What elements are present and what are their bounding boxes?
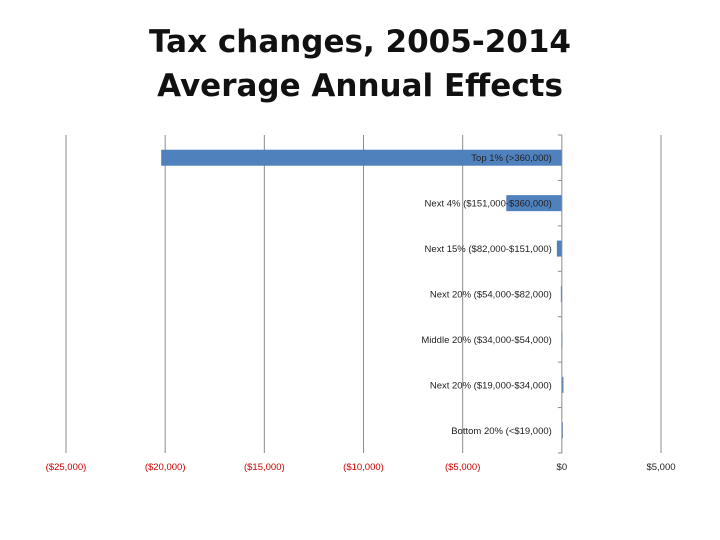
x-tick-label: $0	[557, 462, 568, 473]
category-label: Bottom 20% (<$19,000)	[451, 426, 552, 437]
bar	[506, 195, 562, 212]
bar	[561, 376, 564, 393]
category-label: Next 15% ($82,000-$151,000)	[425, 244, 552, 255]
chart-title-line-1: Tax changes, 2005-2014	[149, 24, 571, 60]
x-tick-label: $5,000	[646, 462, 675, 473]
bar	[161, 149, 562, 166]
x-tick-label: ($5,000)	[445, 462, 480, 473]
category-label: Next 20% ($19,000-$34,000)	[430, 380, 552, 391]
x-tick-label: ($10,000)	[343, 462, 384, 473]
category-label: Top 1% (>360,000)	[471, 153, 552, 164]
x-tick-label: ($25,000)	[46, 462, 87, 473]
chart-title-line-2: Average Annual Effects	[157, 68, 563, 104]
category-label: Middle 20% ($34,000-$54,000)	[421, 335, 551, 346]
category-label: Next 4% ($151,000-$360,000)	[425, 199, 552, 210]
x-tick-label: ($15,000)	[244, 462, 285, 473]
bar	[556, 240, 562, 257]
category-label: Next 20% ($54,000-$82,000)	[430, 290, 552, 301]
chart-title: Tax changes, 2005-2014 Average Annual Ef…	[0, 20, 720, 108]
x-tick-label: ($20,000)	[145, 462, 186, 473]
